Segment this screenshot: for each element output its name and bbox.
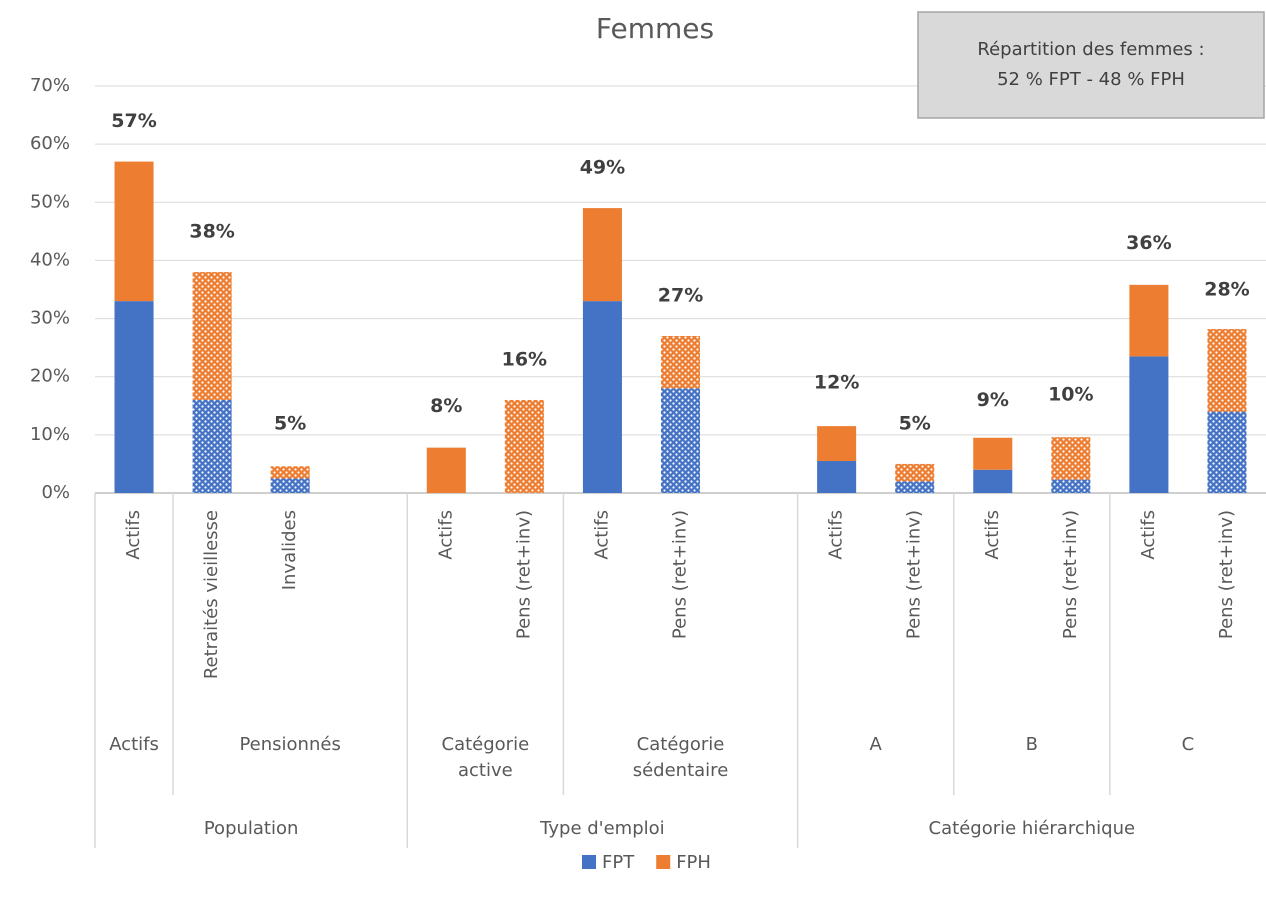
x-tick-label: Actifs [982,510,1003,560]
y-tick-label: 20% [30,366,70,387]
bar-segment [1207,329,1247,412]
data-label: 49% [580,157,625,179]
bar-segment [660,388,701,493]
level-label: Population [204,818,299,839]
bar-segment [817,426,857,462]
bar-segment [1207,411,1247,493]
y-tick-label: 50% [30,191,70,212]
group-label: Catégorie sédentaire [632,734,729,781]
annotation-text: Répartition des femmes : [977,39,1204,60]
group-label: Catégorie active [441,734,530,781]
data-label: 36% [1126,232,1171,254]
x-tick-label: Retraités vieillesse [201,510,222,679]
level-label: Catégorie hiérarchique [929,818,1136,839]
bar-segment [895,463,935,482]
x-tick-label: Actifs [591,510,612,560]
bar-segment [1129,356,1169,493]
chart-title: Femmes [596,12,714,45]
data-label: 16% [502,348,547,370]
data-label: 5% [899,412,931,434]
bar-segment [660,336,701,389]
annotation-box [917,11,1265,119]
x-tick-label: Pens (ret+inv) [1060,510,1081,639]
group-label: A [869,734,882,755]
bar-segment [426,447,466,493]
level-label: Type d'emploi [539,818,665,839]
x-tick-label: Pens (ret+inv) [1216,510,1237,639]
group-label: Actifs [109,734,159,755]
bar-segment [270,478,310,493]
group-label: C [1181,734,1195,755]
data-label: 28% [1204,279,1249,301]
x-tick-label: Pens (ret+inv) [513,510,534,639]
x-tick-label: Actifs [123,510,144,560]
bar-segment [192,399,232,493]
bar-segment [817,461,857,493]
bar-segment [582,208,622,302]
x-tick-label: Actifs [826,510,847,560]
x-tick-label: Actifs [1138,510,1159,560]
bar-segment [1051,437,1091,480]
y-tick-label: 30% [30,308,70,329]
data-label: 12% [814,372,859,394]
legend-swatch [656,855,671,869]
x-tick-label: Actifs [435,510,456,560]
y-tick-label: 10% [30,424,70,445]
bar-segment [504,399,544,493]
x-tick-label: Pens (ret+inv) [670,510,691,639]
annotation-text: 52 % FPT - 48 % FPH [997,69,1185,90]
bar-segment [192,272,232,400]
bar-segment [582,301,622,493]
x-tick-label: Invalides [279,510,300,590]
bar-segment [973,469,1013,493]
data-label: 5% [274,412,306,434]
legend-label: FPT [602,852,635,873]
bar-segment [973,437,1013,470]
data-label: 57% [111,110,156,132]
data-label: 27% [658,285,703,307]
y-tick-label: 60% [30,133,70,154]
y-tick-label: 40% [30,249,70,270]
y-tick-label: 0% [41,482,70,503]
legend-swatch [582,855,596,869]
bar-segment [1129,284,1169,357]
data-label: 8% [430,395,462,417]
bar-segment [114,161,154,302]
bar-segment [114,301,154,493]
bar-segment [1051,479,1091,493]
group-label: B [1025,734,1038,755]
bar-segment [270,466,310,479]
legend-label: FPH [676,852,711,873]
data-label: 38% [189,221,234,243]
bar-segment [895,481,935,493]
x-tick-label: Pens (ret+inv) [904,510,925,639]
data-label: 9% [977,389,1009,411]
data-label: 10% [1048,383,1093,405]
y-tick-label: 70% [30,75,70,96]
group-label: Pensionnés [239,734,341,755]
